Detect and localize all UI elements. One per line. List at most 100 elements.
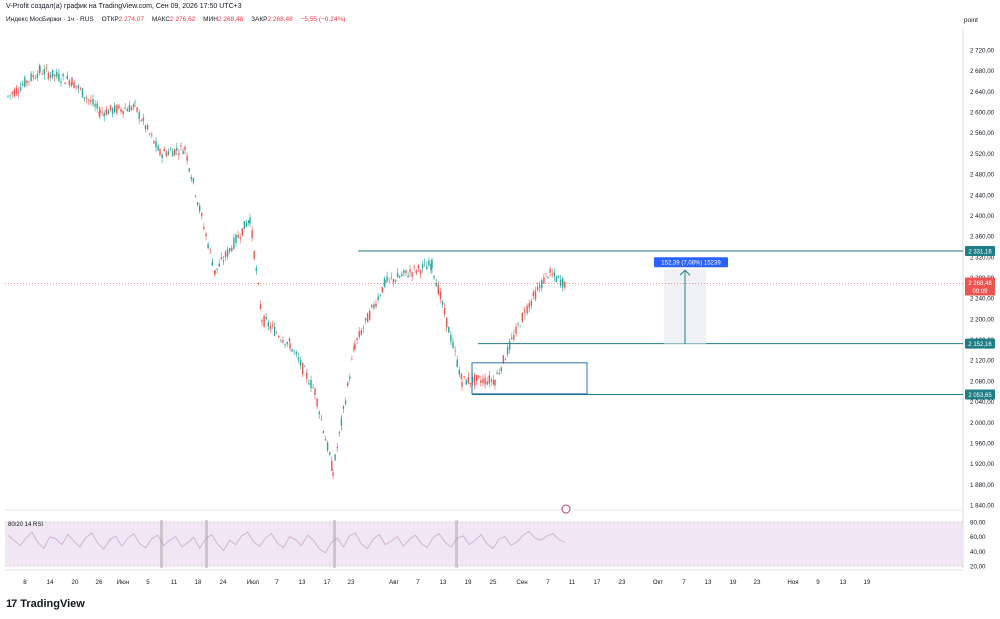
candle-body	[394, 280, 397, 282]
candle-body	[39, 66, 41, 72]
candle-body	[340, 418, 343, 426]
candle-body	[308, 383, 310, 385]
candle-body	[140, 120, 142, 122]
candle-body	[237, 234, 239, 238]
candle-body	[36, 73, 39, 78]
x-tick-label: Сен	[516, 579, 527, 586]
candle-body	[28, 81, 30, 82]
candle-body	[336, 447, 338, 449]
candle-body	[167, 151, 170, 155]
candle-body	[532, 291, 535, 296]
y-tick-label: 2 240,00	[970, 296, 995, 303]
symbol-legend[interactable]: Индекс МосБиржи · 1ч · RUS ОТКР2 274,07 …	[6, 16, 345, 23]
candle-body	[465, 379, 467, 385]
candle-body	[403, 269, 405, 274]
y-tick-label: 2 400,00	[970, 213, 995, 220]
candle-body	[509, 341, 511, 350]
candle-body	[226, 249, 229, 257]
scale-mode-label[interactable]: point	[963, 17, 978, 24]
x-tick-label: 14	[47, 579, 54, 586]
y-tick-label: 2 600,00	[970, 110, 995, 117]
candle-body	[541, 280, 543, 289]
candle-body	[120, 109, 122, 112]
candle-body	[530, 300, 532, 306]
candle-body	[379, 295, 381, 297]
candle-body	[45, 67, 47, 69]
candle-body	[521, 312, 523, 322]
candle-body	[159, 148, 161, 156]
candle-body	[207, 243, 209, 249]
candle-body	[288, 338, 290, 341]
candle-body	[488, 375, 490, 384]
candle-body	[534, 290, 537, 300]
candle-body	[136, 107, 138, 112]
candle-body	[494, 380, 496, 386]
x-tick-label: 11	[569, 579, 576, 586]
candle-body	[98, 111, 100, 117]
candle-body	[469, 382, 472, 384]
candle-body	[111, 108, 114, 114]
y-tick-label: 2 200,00	[970, 316, 995, 323]
candle-body	[500, 367, 502, 371]
candle-body	[128, 105, 131, 112]
candle-body	[523, 309, 526, 311]
candle-body	[214, 269, 216, 275]
candle-body	[322, 431, 325, 433]
candle-body	[515, 326, 517, 334]
candle-body	[392, 278, 395, 283]
candle-body	[56, 71, 58, 77]
high-label: МАКС	[151, 16, 171, 23]
candle-body	[320, 418, 322, 420]
x-tick-label: 25	[490, 579, 497, 586]
candle-body	[114, 105, 116, 113]
rsi-y-tick-label: 80,00	[970, 520, 986, 527]
candle-body	[564, 282, 566, 288]
candle-body	[286, 342, 288, 345]
candle-body	[562, 278, 564, 288]
candle-body	[68, 80, 71, 86]
candle-body	[116, 105, 118, 114]
candle-body	[62, 73, 64, 77]
rsi-line	[7, 530, 566, 554]
candle-body	[545, 273, 547, 274]
candle-body	[486, 381, 488, 385]
candle-body	[386, 276, 388, 283]
candle-body	[297, 357, 300, 360]
candle-body	[364, 318, 367, 321]
candle-body	[338, 431, 340, 433]
candle-body	[456, 359, 458, 367]
candle-body	[54, 74, 56, 77]
candle-body	[358, 331, 360, 338]
candle-body	[174, 149, 176, 155]
candle-body	[132, 104, 135, 108]
candle-body	[255, 268, 257, 271]
candle-body	[280, 340, 282, 341]
candle-body	[293, 350, 295, 352]
tradingview-logo: 17 TradingView	[6, 598, 85, 610]
candle-body	[467, 377, 469, 384]
candle-body	[373, 304, 375, 309]
candle-body	[66, 75, 68, 80]
candle-body	[47, 72, 50, 79]
candle-body	[32, 75, 34, 78]
candle-body	[421, 264, 424, 269]
candle-body	[506, 346, 509, 355]
y-tick-label: 1 960,00	[970, 440, 995, 447]
candle-body	[151, 134, 153, 136]
x-tick-label: 26	[96, 579, 103, 586]
support-zone-box	[471, 362, 588, 395]
candle-body	[241, 228, 243, 236]
candle-body	[502, 355, 505, 364]
event-marker-icon	[561, 504, 571, 514]
x-tick-label: 8	[23, 579, 27, 586]
candle-body	[101, 111, 103, 113]
candle-body	[224, 251, 227, 258]
x-tick-label: 7	[682, 579, 686, 586]
candle-body	[157, 145, 159, 151]
rsi-highlight-bar	[333, 520, 336, 568]
candle-body	[267, 322, 269, 327]
candle-body	[180, 145, 182, 147]
candle-body	[329, 452, 331, 455]
candle-body	[549, 269, 551, 273]
